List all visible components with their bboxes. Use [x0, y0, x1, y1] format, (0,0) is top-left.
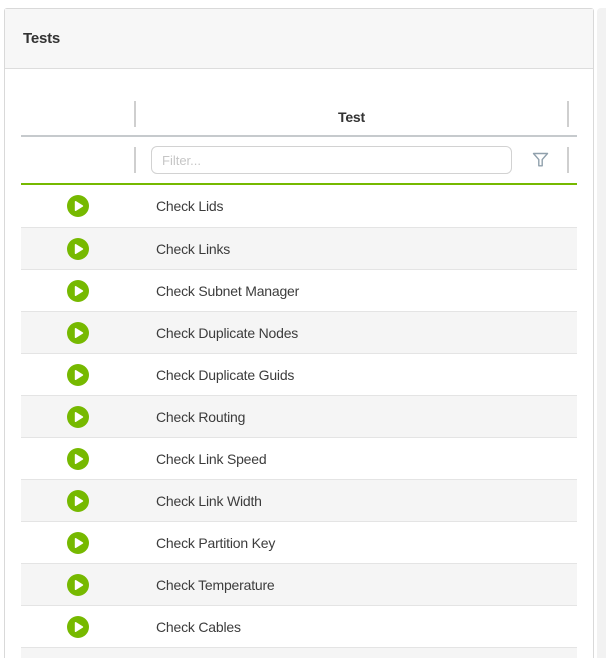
- run-test-button[interactable]: [67, 237, 89, 260]
- test-row: [21, 647, 577, 658]
- play-icon: [67, 531, 89, 554]
- run-cell: [21, 185, 135, 227]
- play-icon: [67, 615, 89, 638]
- test-column-header-cell: Test: [134, 69, 568, 135]
- test-row: Check Lids: [21, 185, 577, 227]
- action-column-header: [21, 69, 135, 135]
- run-test-button[interactable]: [67, 615, 89, 638]
- test-row: Check Link Width: [21, 479, 577, 521]
- filter-input[interactable]: [151, 146, 512, 174]
- play-icon: [67, 321, 89, 344]
- run-test-button[interactable]: [67, 321, 89, 344]
- test-column-header[interactable]: Test: [338, 109, 365, 125]
- run-cell: [21, 480, 135, 521]
- play-icon: [67, 447, 89, 470]
- test-name: Check Duplicate Guids: [156, 366, 295, 383]
- panel-header: Tests: [5, 9, 593, 69]
- test-name: Check Partition Key: [156, 534, 276, 551]
- test-row: Check Duplicate Guids: [21, 353, 577, 395]
- gutter-column: [567, 69, 577, 135]
- test-cell: Check Lids: [135, 185, 568, 227]
- run-test-button[interactable]: [67, 405, 89, 428]
- filter-action-cell: [21, 137, 135, 183]
- adjacent-panel-edge: [597, 8, 606, 658]
- table-header-row: Test: [21, 69, 577, 135]
- test-cell: Check Link Speed: [135, 438, 568, 479]
- panel-body: Test: [5, 69, 593, 658]
- run-cell: [21, 312, 135, 353]
- run-test-button[interactable]: [67, 573, 89, 596]
- test-row: Check Subnet Manager: [21, 269, 577, 311]
- test-row: Check Link Speed: [21, 437, 577, 479]
- filter-row: [21, 137, 577, 183]
- test-name: Check Duplicate Nodes: [156, 324, 299, 341]
- test-cell: [135, 648, 568, 658]
- test-cell: Check Links: [135, 228, 568, 269]
- test-cell: Check Routing: [135, 396, 568, 437]
- run-test-button[interactable]: [67, 447, 89, 470]
- test-cell: Check Partition Key: [135, 522, 568, 563]
- play-icon: [67, 195, 89, 217]
- test-cell: Check Cables: [135, 606, 568, 647]
- play-icon: [67, 363, 89, 386]
- test-row: Check Cables: [21, 605, 577, 647]
- run-cell: [21, 606, 135, 647]
- filter-accent-line: [21, 183, 577, 185]
- test-row: Check Routing: [21, 395, 577, 437]
- test-cell: Check Temperature: [135, 564, 568, 605]
- test-row: Check Partition Key: [21, 521, 577, 563]
- run-cell: [21, 270, 135, 311]
- test-name: Check Routing: [156, 408, 246, 425]
- header-divider: [21, 135, 577, 137]
- test-name: Check Temperature: [156, 576, 275, 593]
- play-icon: [67, 573, 89, 596]
- run-test-button[interactable]: [67, 195, 89, 217]
- tests-table: Test: [21, 69, 577, 658]
- test-name: Check Subnet Manager: [156, 282, 300, 299]
- play-icon: [67, 279, 89, 302]
- play-icon: [67, 237, 89, 260]
- test-name: Check Link Speed: [156, 450, 267, 467]
- run-cell: [21, 438, 135, 479]
- test-name: Check Link Width: [156, 492, 262, 509]
- filter-cell: [135, 137, 568, 183]
- run-cell: [21, 228, 135, 269]
- test-cell: Check Link Width: [135, 480, 568, 521]
- run-test-button[interactable]: [67, 531, 89, 554]
- test-row: Check Duplicate Nodes: [21, 311, 577, 353]
- test-cell: Check Duplicate Nodes: [135, 312, 568, 353]
- test-rows: Check Lids Check Links Che: [21, 185, 577, 658]
- run-cell: [21, 522, 135, 563]
- test-name: Check Lids: [156, 198, 224, 214]
- run-test-button[interactable]: [67, 489, 89, 512]
- test-name: Check Links: [156, 240, 231, 257]
- run-cell: [21, 648, 135, 658]
- funnel-icon: [532, 152, 548, 167]
- test-row: Check Temperature: [21, 563, 577, 605]
- test-row: Check Links: [21, 227, 577, 269]
- run-test-button[interactable]: [67, 279, 89, 302]
- run-cell: [21, 354, 135, 395]
- test-cell: Check Duplicate Guids: [135, 354, 568, 395]
- filter-button[interactable]: [512, 137, 568, 183]
- test-cell: Check Subnet Manager: [135, 270, 568, 311]
- play-icon: [67, 489, 89, 512]
- tests-panel: Tests Test: [4, 8, 594, 658]
- play-icon: [67, 405, 89, 428]
- run-cell: [21, 564, 135, 605]
- run-test-button[interactable]: [67, 363, 89, 386]
- panel-title: Tests: [23, 30, 61, 47]
- filter-gutter: [568, 137, 577, 183]
- run-cell: [21, 396, 135, 437]
- test-name: Check Cables: [156, 618, 241, 635]
